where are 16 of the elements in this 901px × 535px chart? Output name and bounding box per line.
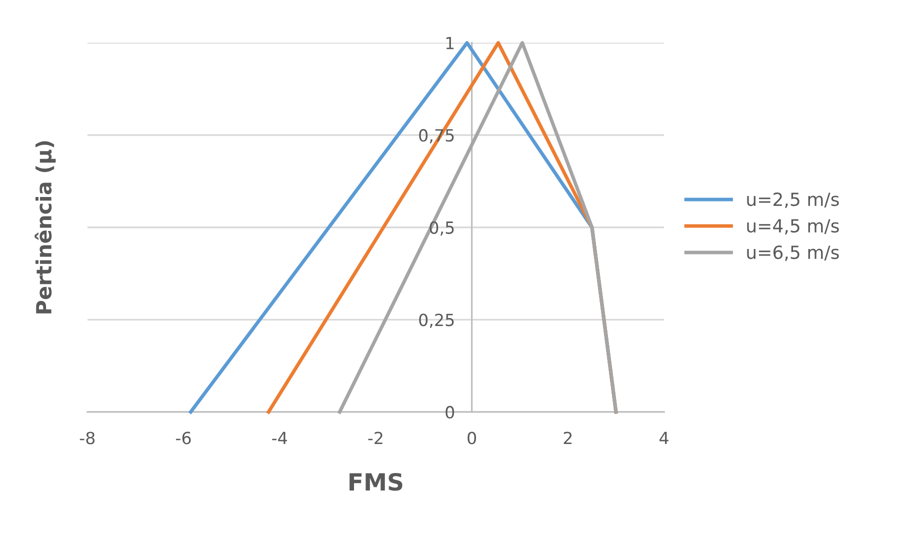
y-tick-label: 0,5 <box>430 221 454 236</box>
legend-label: u=2,5 m/s <box>747 192 839 208</box>
x-tick-label: 0 <box>468 432 476 444</box>
y-axis-title: Pertinência (µ) <box>34 141 56 314</box>
y-tick-label: 0 <box>446 406 454 419</box>
legend-label: u=4,5 m/s <box>747 219 839 234</box>
x-tick-label: -4 <box>272 432 287 444</box>
x-tick-label: 4 <box>660 432 668 444</box>
x-axis-title: FMS <box>350 472 402 491</box>
legend-label: u=6,5 m/s <box>747 245 839 261</box>
x-tick-label: -8 <box>80 432 95 444</box>
x-tick-label: 2 <box>564 432 572 444</box>
x-tick-label: -2 <box>368 432 382 444</box>
y-tick-label: 1 <box>446 36 454 50</box>
y-tick-label: 0,25 <box>419 314 454 328</box>
x-tick-label: -6 <box>176 432 191 444</box>
